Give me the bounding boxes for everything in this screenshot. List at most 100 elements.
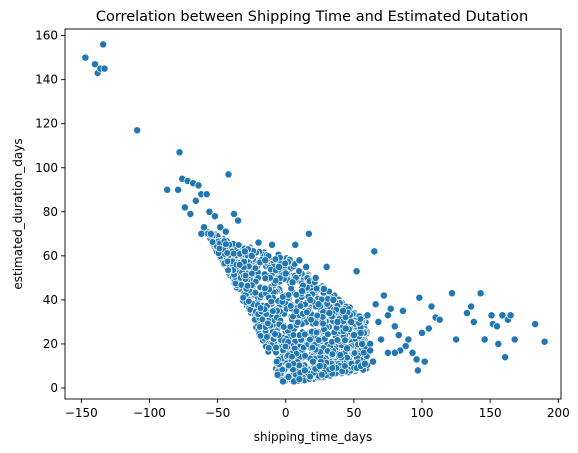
scatter-point (289, 331, 298, 339)
scatter-point (224, 266, 232, 275)
scatter-point (258, 315, 267, 324)
chart-title: Correlation between Shipping Time and Es… (96, 9, 528, 25)
y-tick-label: 40 (43, 293, 58, 307)
scatter-point (295, 375, 304, 384)
scatter-point (306, 335, 314, 344)
scatter-point (308, 343, 317, 352)
y-axis: 0 20 40 60 80 100 120 140 160 (35, 29, 65, 395)
scatter-point (100, 64, 109, 73)
scatter-point (210, 212, 219, 221)
scatter-point (206, 229, 215, 238)
scatter-point (448, 289, 456, 298)
scatter-point (81, 53, 90, 62)
scatter-point (336, 351, 345, 359)
scatter-point (216, 223, 225, 232)
x-tick-label: 0 (282, 406, 290, 420)
scatter-point (383, 311, 392, 320)
scatter-point (415, 293, 424, 302)
scatter-point (341, 362, 349, 370)
scatter-point (292, 307, 301, 315)
scatter-point (202, 190, 211, 199)
scatter-point (256, 304, 265, 312)
scatter-point (267, 297, 276, 306)
scatter-point (358, 339, 367, 348)
scatter-point (476, 289, 485, 298)
scatter-point (418, 328, 426, 337)
plot-frame (64, 28, 562, 400)
scatter-point (328, 350, 337, 358)
scatter-point (341, 336, 349, 344)
y-tick-label: 80 (43, 205, 58, 219)
scatter-point (324, 330, 332, 339)
scatter-point (247, 251, 256, 260)
scatter-point (286, 323, 295, 331)
y-tick-label: 20 (43, 337, 58, 351)
scatter-point (186, 210, 195, 218)
scatter-point (221, 227, 230, 236)
x-tick-label: 200 (547, 406, 570, 420)
scatter-point (531, 320, 540, 329)
scatter-point (292, 291, 301, 299)
x-axis: −150 −100 −50 0 50 100 150 200 (65, 399, 570, 420)
scatter-point (343, 344, 352, 353)
scatter-point (272, 357, 281, 366)
scatter-point (222, 240, 230, 248)
scatter-point (383, 348, 392, 357)
scatter-point (314, 336, 323, 344)
scatter-point (363, 311, 372, 320)
scatter-point (487, 311, 496, 320)
scatter-point (175, 148, 184, 157)
x-tick-label: 100 (411, 406, 434, 420)
scatter-point (174, 185, 183, 194)
scatter-point (304, 229, 313, 238)
scatter-point (300, 366, 309, 375)
scatter-point (205, 207, 214, 216)
scatter-point (273, 370, 282, 379)
scatter-point (333, 336, 342, 344)
scatter-point (356, 315, 365, 323)
scatter-point (208, 238, 217, 246)
scatter-point (288, 278, 297, 287)
scatter-point (313, 311, 322, 320)
scatter-point (261, 274, 270, 283)
scatter-point (298, 287, 307, 296)
y-tick-label: 100 (35, 161, 58, 175)
scatter-point (240, 247, 249, 256)
scatter-point (371, 300, 380, 309)
scatter-point (281, 342, 290, 351)
scatter-point (501, 353, 510, 362)
scatter-point (239, 293, 247, 302)
scatter-point (284, 361, 293, 370)
scatter-point (272, 343, 280, 352)
scatter-point (341, 313, 350, 322)
scatter-point (278, 365, 287, 374)
plot-area (81, 40, 549, 386)
scatter-point (163, 185, 172, 194)
scatter-point (91, 60, 99, 69)
scatter-point (350, 349, 359, 357)
scatter-point (309, 357, 317, 366)
scatter-point (469, 317, 478, 326)
scatter-point (510, 335, 519, 344)
scatter-point (306, 295, 315, 304)
scatter-point (390, 322, 399, 331)
scatter-point (498, 311, 507, 320)
scatter-point (319, 319, 327, 328)
scatter-point (288, 352, 296, 361)
scatter-point (261, 284, 269, 293)
scatter-point (328, 364, 337, 372)
scatter-point (394, 331, 403, 340)
scatter-point (234, 241, 243, 249)
scatter-point (229, 249, 238, 258)
scatter-point (191, 196, 200, 205)
scatter-point (307, 315, 315, 324)
scatter-point (493, 322, 501, 331)
scatter-point (506, 311, 515, 320)
scatter-point (281, 259, 289, 268)
y-tick-label: 0 (50, 381, 58, 395)
scatter-point (306, 372, 314, 381)
scatter-point (230, 210, 238, 218)
scatter-point (274, 262, 283, 271)
scatter-point (325, 309, 334, 318)
